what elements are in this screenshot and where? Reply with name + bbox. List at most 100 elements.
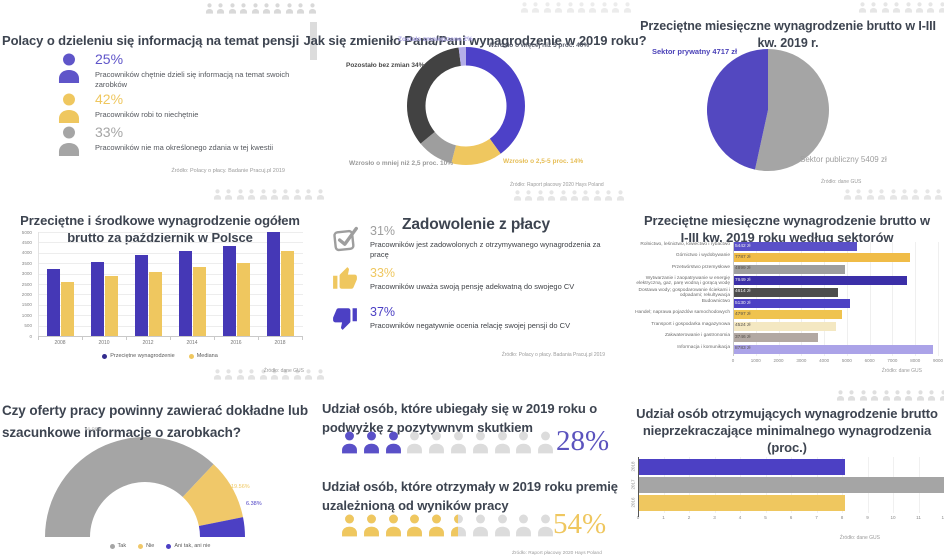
donut-segment xyxy=(420,131,456,164)
tick-mark xyxy=(82,336,83,340)
tick-label: 6 xyxy=(789,515,793,520)
panel-title: Przeciętne i środkowe wynagrodzenie ogół… xyxy=(20,212,300,245)
person-icon xyxy=(536,428,555,455)
stat-value: 33% xyxy=(370,266,396,280)
tick-label: 5 xyxy=(764,515,767,520)
bar-value-label: 7649 zł xyxy=(735,277,751,283)
gridline xyxy=(892,242,894,356)
person-icon xyxy=(938,2,944,13)
person-icon xyxy=(905,390,913,401)
person-icon xyxy=(407,431,423,454)
tick-label: 9000 xyxy=(932,358,943,363)
decorative-person-icons-row xyxy=(205,2,320,15)
category-label: Informacja i komunikacja xyxy=(677,344,730,350)
bar-value-label: 3746 zł xyxy=(735,334,751,340)
stat-row: 33% Pracowników uważa swoją pensję adekw… xyxy=(332,266,618,294)
legend-label: Nie xyxy=(146,543,155,549)
person-icon xyxy=(228,3,236,14)
tick-label: 1000 xyxy=(750,358,761,363)
tick-mark xyxy=(170,336,171,340)
tick-label: 4 xyxy=(738,515,742,520)
tick-label: 7000 xyxy=(887,358,898,363)
category-label: Dostawa wody; gospodarowanie ściekami i … xyxy=(638,287,730,298)
category-label: Handel; naprawa pojazdów samochodowych xyxy=(635,310,730,316)
panel-raise-bonus: Udział osób, które ubiegały się w 2019 r… xyxy=(320,385,622,560)
bar: 3746 zł xyxy=(733,333,819,343)
bar xyxy=(638,459,845,475)
person-icon xyxy=(340,428,359,455)
person-icon xyxy=(472,514,488,537)
tick-label: 2016 xyxy=(230,340,242,346)
panel-title: Przeciętne miesięczne wynagrodzenie brut… xyxy=(640,19,936,50)
pictogram-fill-inner xyxy=(340,511,458,539)
bar-chart xyxy=(38,232,303,337)
legend-item: Przeciętne wynagrodzenie xyxy=(102,353,175,359)
person-icon xyxy=(259,189,267,200)
tick-label: 2010 xyxy=(98,340,110,346)
gridline xyxy=(39,284,303,285)
person-icon xyxy=(385,514,401,537)
legend-dot xyxy=(188,353,194,359)
person-icon xyxy=(882,390,890,401)
person-icon xyxy=(225,189,233,200)
tick-label: 1000 xyxy=(21,312,32,318)
person-icon xyxy=(589,2,597,13)
category-label: Rolnictwo, leśnictwo, łowiectwo i rybact… xyxy=(640,242,730,247)
stat-row: 33% Pracowników nie ma określonego zdani… xyxy=(55,124,305,156)
person-icon xyxy=(859,390,867,401)
bar-value-label: 4524 zł xyxy=(735,323,751,329)
person-icon xyxy=(915,2,924,13)
tick-label: 4000 xyxy=(21,250,32,256)
person-icon xyxy=(848,390,856,401)
person-icon xyxy=(213,189,222,200)
stat-value: 33% xyxy=(95,124,124,140)
tick-label: 500 xyxy=(24,323,32,329)
pictogram-row xyxy=(340,511,558,539)
tick-label: 8 xyxy=(840,515,844,520)
gauge-chart xyxy=(44,436,245,537)
source-note: Źródło: Polacy o płacy. Badanie Pracuj.p… xyxy=(171,168,285,174)
person-icon xyxy=(217,3,225,14)
person-icon xyxy=(900,189,909,200)
donut-chart xyxy=(407,47,525,166)
stat-text: Pracowników jest zadowolonych z otrzymyw… xyxy=(370,240,601,259)
tick-label: 2500 xyxy=(21,281,32,287)
stat-row: 37% Pracowników negatywnie ocenia relacj… xyxy=(332,305,618,333)
stat-row: 31% Pracowników jest zadowolonych z otrz… xyxy=(332,224,618,260)
gridline xyxy=(869,242,871,356)
person-icon xyxy=(582,190,590,201)
bar xyxy=(237,263,250,336)
person-icon xyxy=(236,369,244,380)
legend-dot xyxy=(166,543,172,549)
source-note: Źródło: dane GUS xyxy=(263,368,304,374)
donut-label: Pozostało bez zmian 34% xyxy=(346,62,425,69)
bar: 4524 zł xyxy=(733,321,837,331)
person-icon xyxy=(939,390,944,401)
stat-value: 25% xyxy=(95,51,124,67)
person-icon xyxy=(514,511,533,538)
person-icon xyxy=(548,190,556,201)
stat-text: Pracowników uważa swoją pensję adekwatną… xyxy=(370,282,575,291)
person-icon xyxy=(858,2,867,13)
panel-sector-bars: Przeciętne miesięczne wynagrodzenie brut… xyxy=(630,196,944,380)
panel-min-wage: Udział osób otrzymujących wynagrodzenie … xyxy=(630,385,944,560)
person-icon xyxy=(559,190,567,201)
bar-chart: Rolnictwo, leśnictwo, łowiectwo i rybact… xyxy=(630,242,944,356)
tick-label: 5000 xyxy=(841,358,852,363)
donut-label: Zostało zmniejszone 2% xyxy=(398,36,473,43)
legend-item: Tak xyxy=(109,543,126,549)
source-note: Źródło: dane GUS xyxy=(821,179,862,185)
person-icon xyxy=(405,428,424,455)
tick-label: 3500 xyxy=(21,260,32,266)
pie-label-private: Sektor prywatny 4717 zł xyxy=(652,47,738,56)
stat-text: Pracowników nie ma określonego zdania w … xyxy=(95,143,274,152)
person-icon xyxy=(612,2,620,13)
gridline xyxy=(39,304,303,306)
tick-mark xyxy=(38,336,39,340)
tick-label: 10 xyxy=(890,515,896,520)
person-icon xyxy=(593,190,601,201)
bar xyxy=(267,232,280,336)
person-icon xyxy=(316,369,324,380)
bar xyxy=(61,281,74,336)
